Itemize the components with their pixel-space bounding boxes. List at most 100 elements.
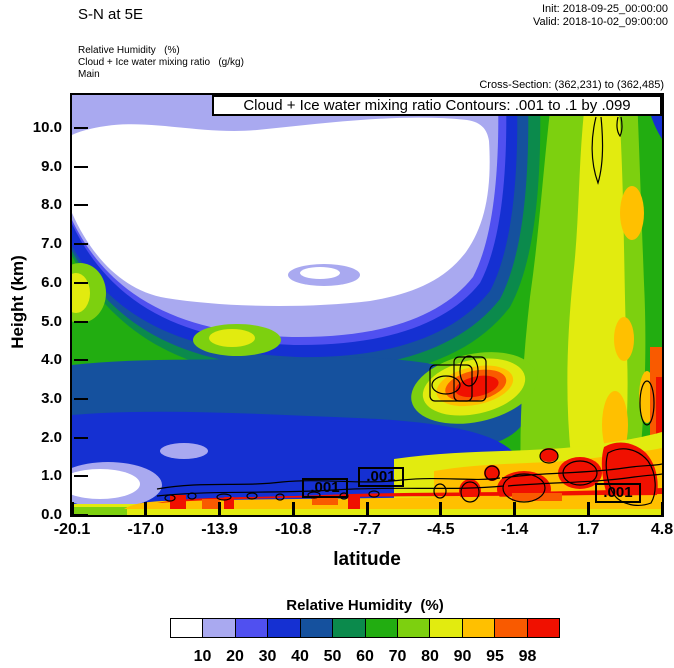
contour-shape xyxy=(484,465,500,481)
y-axis-tick-label: 1.0 xyxy=(41,467,62,485)
colorbar-cell xyxy=(397,618,431,638)
contour-shape xyxy=(312,497,338,505)
contour-shape xyxy=(512,493,562,501)
contour-shape xyxy=(156,485,505,497)
field-line-domain: Main xyxy=(78,69,100,80)
contour-shape xyxy=(160,443,208,459)
x-axis-tick xyxy=(513,502,516,515)
contour-shape xyxy=(72,469,140,499)
x-axis-tick xyxy=(144,502,148,515)
colorbar-tick-label: 95 xyxy=(486,648,504,665)
contour-shape xyxy=(639,380,655,426)
contour-shape xyxy=(614,317,634,361)
y-axis-tick-label: 9.0 xyxy=(41,157,62,175)
colorbar-cell xyxy=(203,618,236,638)
contour-shape xyxy=(620,186,644,240)
contour-shape xyxy=(616,116,623,138)
contour-shape xyxy=(455,375,499,398)
y-axis-tick-label: 7.0 xyxy=(41,235,62,253)
x-axis-tick-label: 4.8 xyxy=(650,521,674,538)
cross-section-coords: Cross-Section: (362,231) to (362,485) xyxy=(479,79,664,91)
contour-shape xyxy=(507,473,662,487)
x-axis-tick xyxy=(586,502,590,515)
contour-shape xyxy=(156,477,501,490)
x-axis-tick xyxy=(439,502,443,515)
y-axis-tick-label: 4.0 xyxy=(41,351,62,369)
y-axis-tick-label: 0.0 xyxy=(41,506,62,523)
colorbar-cell xyxy=(333,618,366,638)
x-axis-label: latitude xyxy=(333,549,401,570)
y-axis-tick-label: 8.0 xyxy=(41,196,62,214)
colorbar-tick-label: 60 xyxy=(356,648,374,665)
contour-shape xyxy=(502,473,546,503)
contour-shape xyxy=(72,507,127,515)
contour-shape xyxy=(459,355,479,387)
plot-frame: Cloud + Ice water mixing ratio Contours:… xyxy=(70,93,664,517)
contour-shape xyxy=(433,483,447,499)
colorbar-cell xyxy=(268,618,301,638)
colorbar-tick-label: 30 xyxy=(258,648,277,665)
contour-shape xyxy=(540,448,558,462)
cloud-contour-value-label: .001 xyxy=(595,483,641,503)
x-axis-tick-label: -7.7 xyxy=(353,521,381,538)
x-axis-tick-label: -4.5 xyxy=(426,521,455,538)
x-axis-tick-label: -13.9 xyxy=(201,521,238,538)
contour-shape xyxy=(453,356,487,402)
valid-time: Valid: 2018-10-02_09:00:00 xyxy=(533,16,668,28)
contour-shape xyxy=(164,494,176,502)
colorbar xyxy=(170,618,561,638)
y-axis-tick-label: 3.0 xyxy=(41,389,62,407)
contour-shape xyxy=(209,329,255,347)
colorbar-cell xyxy=(170,618,204,638)
x-axis-tick xyxy=(218,502,221,515)
x-axis-tick xyxy=(291,502,295,515)
x-axis-tick-label: -17.0 xyxy=(127,521,164,538)
contour-shape xyxy=(368,490,380,498)
contour-shape xyxy=(484,465,500,481)
colorbar-title: Relative Humidity (%) xyxy=(286,597,444,614)
contour-shape xyxy=(591,116,604,185)
colorbar-cell xyxy=(300,618,334,638)
cloud-contour-value-label: .001 xyxy=(302,478,348,498)
colorbar-cell xyxy=(495,618,528,638)
cloud-contour-lines xyxy=(156,116,662,506)
rh-filled-contours xyxy=(72,95,662,515)
contour-shape xyxy=(157,488,662,503)
contour-shape xyxy=(72,117,490,307)
colorbar-tick-label: 40 xyxy=(291,648,309,665)
y-axis-tick xyxy=(74,397,88,400)
contour-shape xyxy=(187,492,197,500)
x-axis-tick xyxy=(365,502,369,515)
y-axis-tick xyxy=(74,320,88,323)
contour-shape xyxy=(224,497,234,509)
colorbar-tick-label: 10 xyxy=(193,648,212,665)
contour-info-box: Cloud + Ice water mixing ratio Contours:… xyxy=(212,95,662,116)
contour-shape xyxy=(656,377,662,447)
y-axis-tick xyxy=(74,475,88,478)
y-axis-tick xyxy=(74,281,88,284)
y-axis-tick xyxy=(74,165,88,168)
colorbar-tick-label: 90 xyxy=(453,648,472,665)
y-axis-tick-label: 5.0 xyxy=(41,312,62,330)
x-axis-tick-label: -1.4 xyxy=(500,521,529,538)
contour-shape xyxy=(216,493,232,501)
x-axis-tick-label: -20.1 xyxy=(53,521,91,538)
colorbar-tick-label: 80 xyxy=(421,648,439,665)
field-line-cloud: Cloud + Ice water mixing ratio (g/kg) xyxy=(78,57,244,68)
y-axis-tick-label: 10.0 xyxy=(32,119,62,136)
contour-shape xyxy=(307,491,321,499)
colorbar-tick-label: 20 xyxy=(226,648,244,665)
contour-shape xyxy=(275,493,285,501)
plot-area: Cloud + Ice water mixing ratio Contours:… xyxy=(72,95,662,515)
field-list: Relative Humidity (%) Cloud + Ice water … xyxy=(78,45,244,81)
y-axis-tick-label: 2.0 xyxy=(41,428,62,446)
colorbar-cell xyxy=(462,618,496,638)
y-axis-tick xyxy=(74,359,88,362)
contour-shape xyxy=(348,495,360,509)
contour-shape xyxy=(246,492,258,500)
x-axis-tick xyxy=(660,502,664,515)
x-axis-tick-label: -10.8 xyxy=(275,521,312,538)
contour-shape xyxy=(429,364,473,402)
y-axis-tick-label: 6.0 xyxy=(41,273,62,291)
